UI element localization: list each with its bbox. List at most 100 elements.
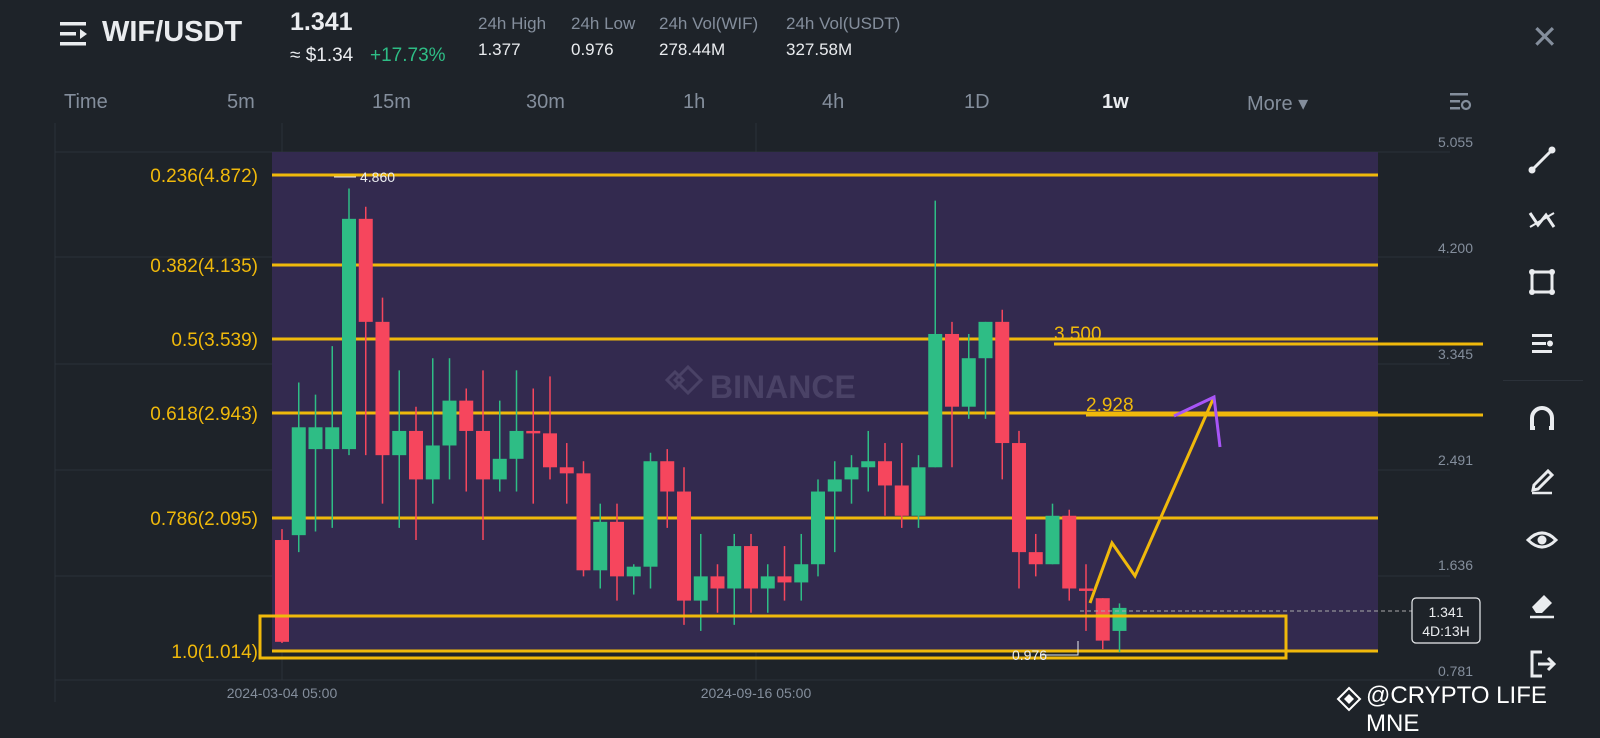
toolbar-divider [1503,380,1583,381]
candle-body [492,458,507,480]
annotation-label: 3.500 [1054,324,1102,345]
candle-body [744,546,758,589]
candle-body [978,321,993,359]
tab-1h[interactable]: 1h [683,91,706,113]
stat-value-low: 0.976 [571,40,614,59]
stat-value-vol-usdt: 327.58M [786,40,853,59]
price-axis-tick: 5.055 [1438,134,1473,150]
candle-body [476,430,490,480]
close-icon[interactable]: ✕ [1531,19,1558,55]
eye-icon[interactable] [1524,522,1560,558]
fib-level-label: 0.618(2.943) [150,404,258,425]
brush-icon[interactable] [1524,461,1560,497]
candle-body [392,430,407,456]
fib-level-label: 1.0(1.014) [171,642,258,663]
candle-body [727,546,742,589]
tab-time[interactable]: Time [64,91,108,113]
time-axis-tick: 2024-03-04 05:00 [227,685,338,701]
tab-4h[interactable]: 4h [822,91,845,113]
tab-more[interactable]: More ▾ [1247,93,1309,115]
price-axis-tick: 3.345 [1438,346,1473,362]
eraser-icon[interactable] [1524,585,1560,621]
trend-line-icon[interactable] [1524,142,1560,178]
candle-body [308,427,323,450]
candle-body [526,430,541,434]
candle-body [442,400,457,446]
pair-title[interactable]: WIF/USDT [102,16,243,48]
exit-icon[interactable] [1524,646,1560,682]
current-price-label: 1.341 [1428,604,1463,620]
candle-body [425,445,440,480]
candle-body [409,430,423,480]
price-axis-tick: 2.491 [1438,452,1473,468]
price-change: +17.73% [370,45,446,66]
candle-body [342,218,356,450]
candle-body [827,479,842,492]
candle-body [777,576,792,583]
candle-body [325,427,340,450]
candle-body [945,333,959,407]
tab-15m[interactable]: 15m [372,91,411,113]
projection-path [1088,396,1216,604]
multi-line-icon[interactable] [1524,203,1560,239]
candle-body [626,566,641,577]
magnet-icon[interactable] [1524,400,1560,436]
candle-body [844,467,859,480]
candle-body [576,473,591,571]
tab-30m[interactable]: 30m [526,91,565,113]
rectangle-icon[interactable] [1524,264,1560,300]
price-axis: 5.055 4.200 3.345 2.491 1.636 0.781 2024-03-04… [227,134,1473,701]
time-axis-tick: 2024-09-16 05:00 [701,685,812,701]
price-axis-tick: 1.636 [1438,557,1473,573]
support-zone-box [258,614,1288,660]
candle-body [760,576,775,589]
candle-body [593,521,608,571]
candle-body [509,430,524,459]
drawing-overlays: 4.860 0.976 3.500 2.928 1.341 4D:13H [258,169,1483,663]
fib-level-label: 0.236(4.872) [150,166,258,187]
candle-body [710,576,725,589]
low-marker-label: 0.976 [1012,647,1047,663]
fib-icon[interactable] [1524,326,1560,362]
binance-watermark-icon [664,364,704,396]
chart-settings-icon[interactable] [1448,90,1472,114]
fib-level-label: 0.382(4.135) [150,256,258,277]
candle-body [894,485,909,516]
candles [275,188,1127,652]
stat-label-vol-usdt: 24h Vol(USDT) [786,14,901,33]
candle-body [693,576,708,601]
price-axis-tick: 0.781 [1438,663,1473,679]
last-price: 1.341 [290,8,353,36]
fib-levels: 0.236(4.872) 0.382(4.135) 0.5(3.539) 0.618(… [150,166,1378,663]
fib-level-label: 0.786(2.095) [150,509,258,530]
tab-5m[interactable]: 5m [227,91,255,113]
candle-body [861,461,876,468]
candle-body [643,461,658,567]
candle-body [291,427,306,536]
candle-body [878,461,892,486]
candle-body [375,321,390,456]
candle-body [459,400,474,431]
stat-value-high: 1.377 [478,40,521,59]
candle-body [559,467,574,474]
candle-body [794,564,809,583]
menu-icon[interactable] [58,18,90,50]
stat-label-vol-wif: 24h Vol(WIF) [659,14,759,33]
stat-label-low: 24h Low [571,14,636,33]
candle-body [1079,588,1093,591]
candle-body [811,491,825,565]
candle-body [660,461,675,492]
chart-grid [54,123,1450,702]
candle-body [1095,598,1110,641]
countdown-label: 4D:13H [1422,623,1469,639]
candle-body [1112,607,1127,631]
fib-level-label: 0.5(3.539) [171,330,258,351]
tab-1w[interactable]: 1w [1102,91,1129,113]
stat-label-high: 24h High [478,14,547,33]
high-marker-label: 4.860 [360,169,395,185]
candle-body [1062,515,1077,589]
projection-arrow [1173,394,1222,448]
candle-body [610,521,624,577]
candle-body [358,218,373,322]
tab-1d[interactable]: 1D [964,91,990,113]
